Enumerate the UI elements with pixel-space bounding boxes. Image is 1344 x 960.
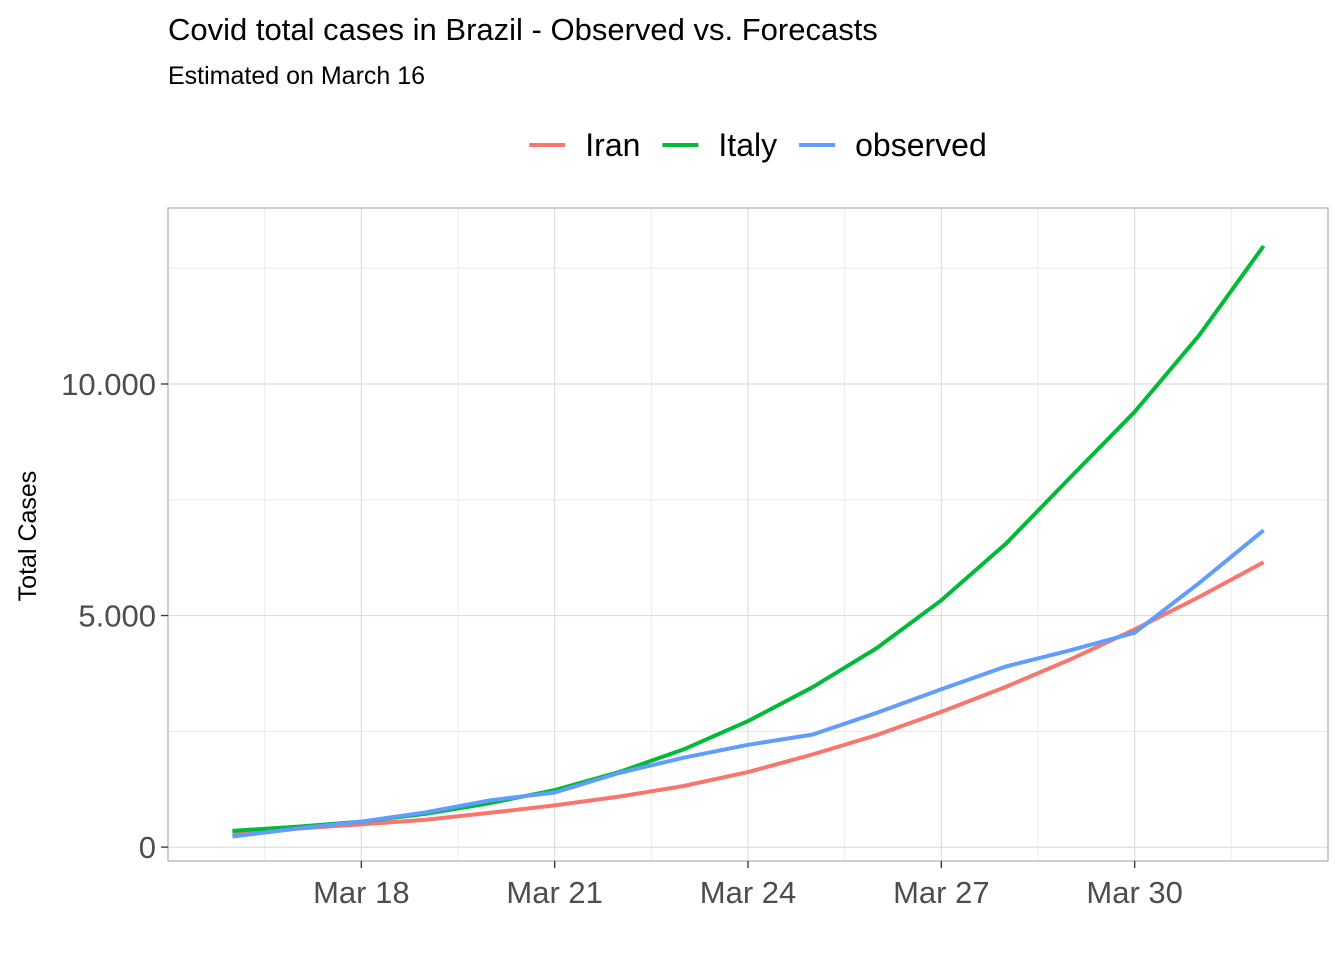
- series-line-observed: [232, 528, 1265, 839]
- axes: 0 5.000 10.000 Mar 18 Mar 21 Mar 24 Mar 27 Mar …: [61, 367, 1183, 910]
- x-tick-label: Mar 27: [893, 875, 989, 910]
- legend-label-observed: observed: [855, 127, 987, 163]
- chart-subtitle: Estimated on March 16: [168, 62, 425, 90]
- x-tick-label: Mar 24: [700, 875, 796, 910]
- series-line-iran: [232, 560, 1265, 835]
- y-axis-title: Total Cases: [14, 471, 42, 602]
- legend-label-iran: Iran: [585, 127, 640, 163]
- series-group: [232, 244, 1266, 839]
- legend: Iran Italy observed: [529, 127, 987, 163]
- grid: [168, 208, 1328, 861]
- y-tick-label: 0: [139, 830, 156, 865]
- y-tick-label: 10.000: [61, 367, 156, 402]
- x-tick-label: Mar 18: [313, 875, 409, 910]
- chart-title: Covid total cases in Brazil - Observed v…: [168, 12, 878, 47]
- y-tick-label: 5.000: [78, 599, 156, 634]
- x-tick-label: Mar 21: [506, 875, 602, 910]
- legend-label-italy: Italy: [718, 127, 777, 163]
- x-tick-label: Mar 30: [1086, 875, 1182, 910]
